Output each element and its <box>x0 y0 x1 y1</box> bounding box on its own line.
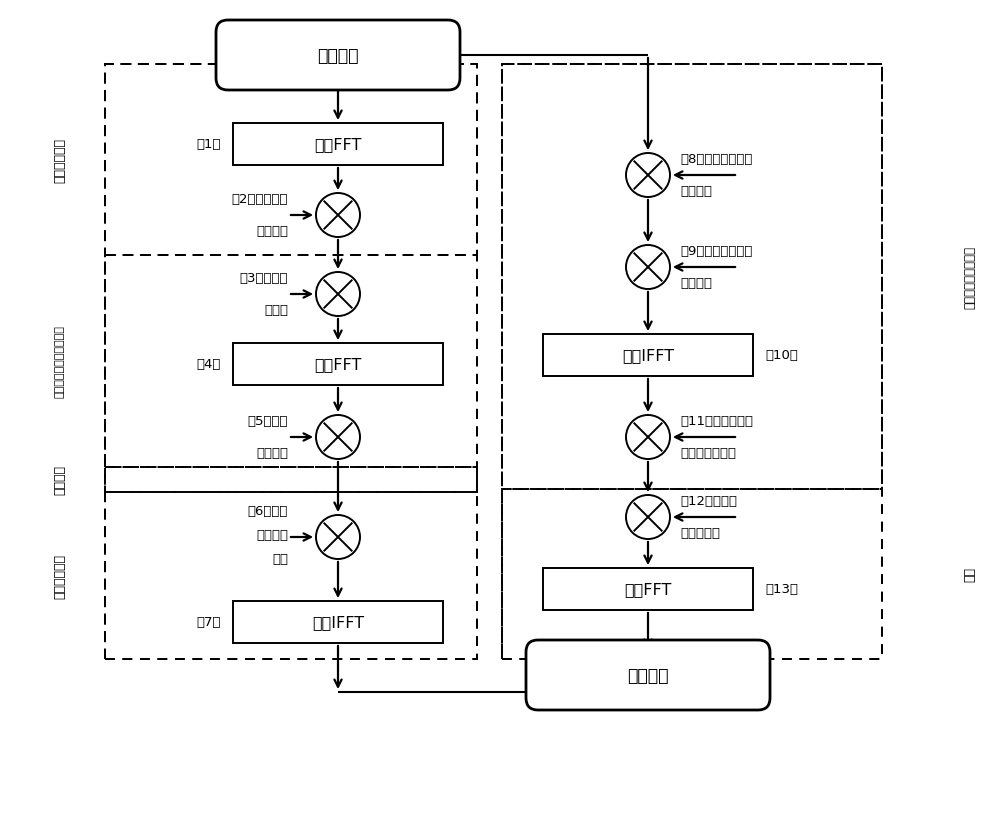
Bar <box>502 490 882 659</box>
FancyBboxPatch shape <box>543 568 753 610</box>
FancyBboxPatch shape <box>233 343 443 385</box>
FancyBboxPatch shape <box>216 21 460 91</box>
Text: （7）: （7） <box>196 616 221 629</box>
Text: （12）方位去: （12）方位去 <box>680 495 737 508</box>
Bar <box>105 492 477 659</box>
Text: （5）弯曲: （5）弯曲 <box>248 415 288 428</box>
Text: 输出图像: 输出图像 <box>627 667 669 684</box>
Text: （9）方位高阶非性: （9）方位高阶非性 <box>680 245 752 258</box>
Text: （4）: （4） <box>197 358 221 371</box>
Text: 方位FFT: 方位FFT <box>624 582 672 597</box>
Text: 正因子: 正因子 <box>264 304 288 317</box>
Text: 因子: 因子 <box>272 552 288 566</box>
Text: （10）: （10） <box>765 349 798 362</box>
Text: 变标因子: 变标因子 <box>680 277 712 290</box>
Bar <box>502 65 882 490</box>
Text: 弯曲校正: 弯曲校正 <box>54 465 66 495</box>
Bar <box>105 65 477 256</box>
Text: 距离IFFT: 距离IFFT <box>312 614 364 629</box>
FancyBboxPatch shape <box>233 124 443 165</box>
Text: 方位FFT: 方位FFT <box>314 357 362 372</box>
Text: 方位IFFT: 方位IFFT <box>622 348 674 363</box>
Bar <box>105 65 477 659</box>
Bar <box>105 467 477 492</box>
Bar <box>502 65 882 659</box>
Text: 校正因子: 校正因子 <box>256 447 288 460</box>
Text: 原始数据: 原始数据 <box>317 47 359 65</box>
Text: 补偿因子: 补偿因子 <box>680 185 712 198</box>
Text: 二次距离压缩: 二次距离压缩 <box>54 553 66 598</box>
Text: （2）距离脉压: （2）距离脉压 <box>232 194 288 206</box>
Bar <box>105 256 477 467</box>
Text: （6）二次: （6）二次 <box>248 505 288 518</box>
Text: 距离脉压处理: 距离脉压处理 <box>54 138 66 183</box>
Text: （13）: （13） <box>765 583 798 595</box>
Text: 次相位补偿因子: 次相位补偿因子 <box>680 447 736 460</box>
Text: 距离压缩: 距离压缩 <box>256 528 288 542</box>
FancyBboxPatch shape <box>233 601 443 643</box>
Text: 走动校正、弯曲校正处理: 走动校正、弯曲校正处理 <box>55 325 65 398</box>
Text: （11）方位剩余高: （11）方位剩余高 <box>680 415 753 428</box>
Text: 去斜: 去斜 <box>963 566 976 582</box>
Text: 距离FFT: 距离FFT <box>314 137 362 152</box>
Text: （1）: （1） <box>196 138 221 151</box>
Text: （3）走动校: （3）走动校 <box>240 272 288 285</box>
Text: 斜处理因子: 斜处理因子 <box>680 527 720 540</box>
Text: 距离非线性变标系数: 距离非线性变标系数 <box>963 246 976 308</box>
Text: 参考函数: 参考函数 <box>256 225 288 238</box>
FancyBboxPatch shape <box>543 335 753 376</box>
FancyBboxPatch shape <box>526 640 770 710</box>
Text: （8）方位高次相位: （8）方位高次相位 <box>680 153 752 166</box>
